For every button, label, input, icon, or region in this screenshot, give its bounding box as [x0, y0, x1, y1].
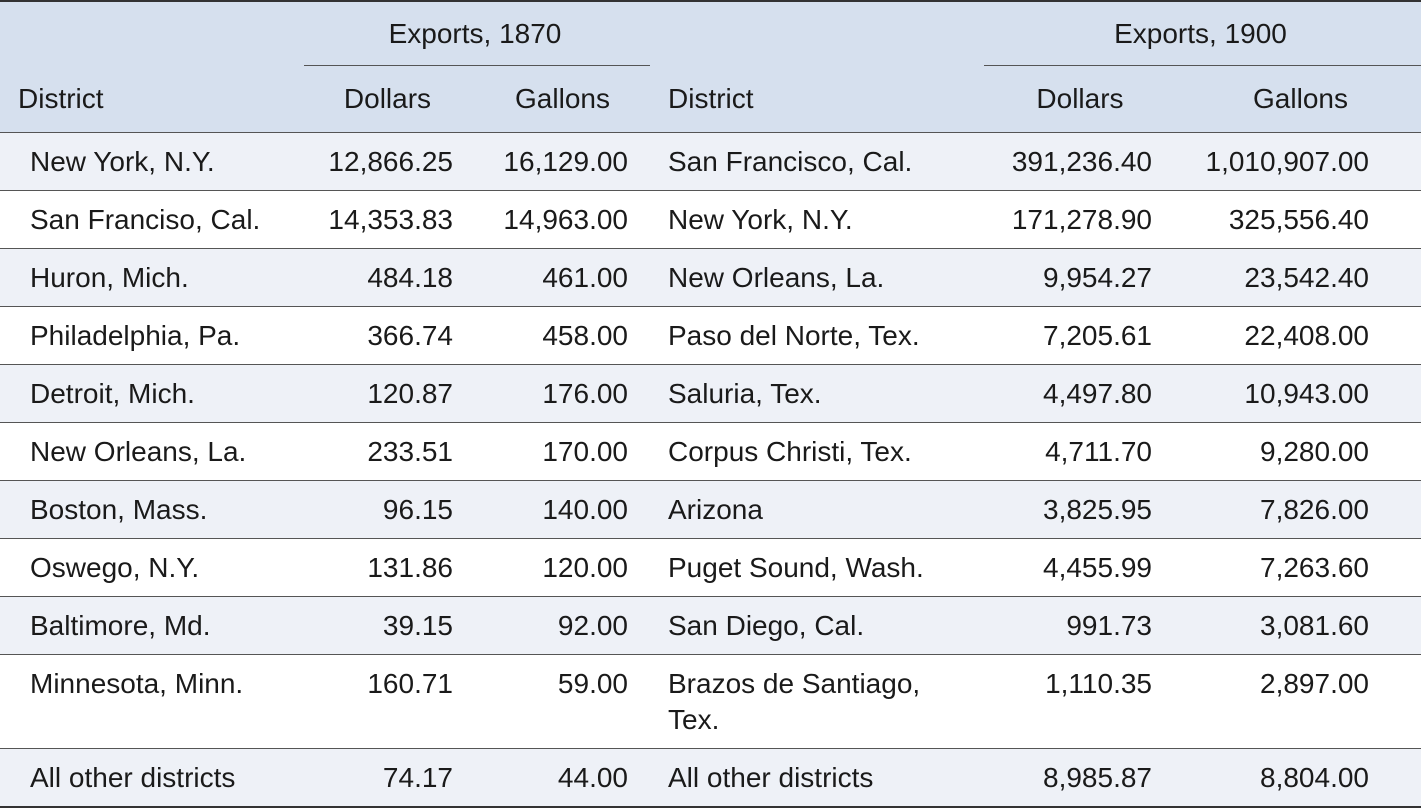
header-group-row: Exports, 1870 Exports, 1900 [0, 0, 1421, 67]
table-row: Baltimore, Md. 39.15 92.00 San Diego, Cal. 9… [0, 596, 1421, 655]
cell-district-1870: Oswego, N.Y. [0, 538, 300, 597]
cell-district-1870: New York, N.Y. [0, 132, 300, 191]
cell-dollars-1870: 233.51 [300, 422, 475, 481]
cell-district-1870: New Orleans, La. [0, 422, 300, 481]
cell-dollars-1870: 14,353.83 [300, 190, 475, 249]
header-column-row: District Dollars Gallons District Dollar… [0, 66, 1421, 133]
cell-dollars-1900: 991.73 [980, 596, 1180, 655]
table-row: New Orleans, La. 233.51 170.00 Corpus Chris… [0, 422, 1421, 481]
cell-district-1870: Baltimore, Md. [0, 596, 300, 655]
cell-dollars-1870: 160.71 [300, 654, 475, 749]
cell-gallons-1870: 44.00 [475, 748, 650, 808]
header-exports-1870: Exports, 1870 [300, 0, 650, 67]
table-row: Philadelphia, Pa. 366.74 458.00 Paso del No… [0, 306, 1421, 365]
cell-dollars-1900: 1,110.35 [980, 654, 1180, 749]
cell-gallons-1870: 59.00 [475, 654, 650, 749]
cell-district-1870: All other districts [0, 748, 300, 808]
cell-dollars-1900: 7,205.61 [980, 306, 1180, 365]
cell-district-1870: Minnesota, Minn. [0, 654, 300, 749]
cell-gallons-1900: 3,081.60 [1180, 596, 1421, 655]
cell-dollars-1900: 4,711.70 [980, 422, 1180, 481]
cell-district-1870: Detroit, Mich. [0, 364, 300, 423]
table-row: Boston, Mass. 96.15 140.00 Arizona 3,825.95 7… [0, 480, 1421, 539]
cell-dollars-1900: 3,825.95 [980, 480, 1180, 539]
cell-district-1900: San Francisco, Cal. [650, 132, 980, 191]
cell-district-1900: Arizona [650, 480, 980, 539]
table-row: Minnesota, Minn. 160.71 59.00 Brazos de San… [0, 654, 1421, 749]
header-dollars-1900: Dollars [980, 66, 1180, 133]
header-district-1900: District [650, 66, 980, 133]
cell-district-1900: New York, N.Y. [650, 190, 980, 249]
cell-gallons-1900: 1,010,907.00 [1180, 132, 1421, 191]
header-dollars-1870: Dollars [300, 66, 475, 133]
cell-dollars-1900: 4,455.99 [980, 538, 1180, 597]
cell-dollars-1870: 484.18 [300, 248, 475, 307]
cell-gallons-1900: 22,408.00 [1180, 306, 1421, 365]
cell-gallons-1900: 23,542.40 [1180, 248, 1421, 307]
cell-district-1900: Brazos de Santiago, Tex. [650, 654, 980, 749]
table-row: Detroit, Mich. 120.87 176.00 Saluria, Tex. 4… [0, 364, 1421, 423]
cell-gallons-1900: 7,826.00 [1180, 480, 1421, 539]
cell-dollars-1870: 96.15 [300, 480, 475, 539]
header-exports-1900: Exports, 1900 [980, 0, 1421, 67]
header-gallons-1870: Gallons [475, 66, 650, 133]
cell-dollars-1870: 39.15 [300, 596, 475, 655]
cell-gallons-1900: 7,263.60 [1180, 538, 1421, 597]
table-body: New York, N.Y. 12,866.25 16,129.00 San Fran… [0, 132, 1421, 808]
header-district-1870: District [0, 66, 300, 133]
table-header: Exports, 1870 Exports, 1900 District Dol… [0, 0, 1421, 133]
cell-gallons-1870: 140.00 [475, 480, 650, 539]
table-row: Huron, Mich. 484.18 461.00 New Orleans, La.… [0, 248, 1421, 307]
cell-district-1870: Boston, Mass. [0, 480, 300, 539]
table-row: New York, N.Y. 12,866.25 16,129.00 San Fran… [0, 132, 1421, 191]
cell-gallons-1870: 458.00 [475, 306, 650, 365]
table-row: All other districts 74.17 44.00 All other d… [0, 748, 1421, 808]
cell-district-1900: Puget Sound, Wash. [650, 538, 980, 597]
table-row: San Franciso, Cal. 14,353.83 14,963.00 New … [0, 190, 1421, 249]
cell-gallons-1900: 2,897.00 [1180, 654, 1421, 749]
cell-gallons-1900: 8,804.00 [1180, 748, 1421, 808]
header-spacer-1900 [650, 0, 980, 66]
cell-gallons-1870: 176.00 [475, 364, 650, 423]
cell-gallons-1870: 461.00 [475, 248, 650, 307]
cell-district-1900: Corpus Christi, Tex. [650, 422, 980, 481]
cell-dollars-1870: 131.86 [300, 538, 475, 597]
cell-district-1900: Saluria, Tex. [650, 364, 980, 423]
header-spacer-1870 [0, 0, 300, 66]
cell-dollars-1870: 74.17 [300, 748, 475, 808]
cell-dollars-1900: 4,497.80 [980, 364, 1180, 423]
cell-district-1870: San Franciso, Cal. [0, 190, 300, 249]
cell-gallons-1900: 325,556.40 [1180, 190, 1421, 249]
cell-dollars-1900: 8,985.87 [980, 748, 1180, 808]
cell-dollars-1870: 12,866.25 [300, 132, 475, 191]
cell-district-1900: Paso del Norte, Tex. [650, 306, 980, 365]
header-gallons-1900: Gallons [1180, 66, 1421, 133]
cell-dollars-1900: 9,954.27 [980, 248, 1180, 307]
cell-dollars-1870: 366.74 [300, 306, 475, 365]
cell-district-1900: All other districts [650, 748, 980, 808]
cell-gallons-1870: 16,129.00 [475, 132, 650, 191]
cell-district-1870: Philadelphia, Pa. [0, 306, 300, 365]
cell-dollars-1900: 171,278.90 [980, 190, 1180, 249]
cell-gallons-1870: 92.00 [475, 596, 650, 655]
cell-gallons-1870: 14,963.00 [475, 190, 650, 249]
table-row: Oswego, N.Y. 131.86 120.00 Puget Sound, Was… [0, 538, 1421, 597]
cell-gallons-1870: 170.00 [475, 422, 650, 481]
cell-gallons-1900: 9,280.00 [1180, 422, 1421, 481]
cell-district-1870: Huron, Mich. [0, 248, 300, 307]
cell-dollars-1900: 391,236.40 [980, 132, 1180, 191]
cell-district-1900: San Diego, Cal. [650, 596, 980, 655]
cell-dollars-1870: 120.87 [300, 364, 475, 423]
cell-gallons-1870: 120.00 [475, 538, 650, 597]
cell-gallons-1900: 10,943.00 [1180, 364, 1421, 423]
cell-district-1900: New Orleans, La. [650, 248, 980, 307]
